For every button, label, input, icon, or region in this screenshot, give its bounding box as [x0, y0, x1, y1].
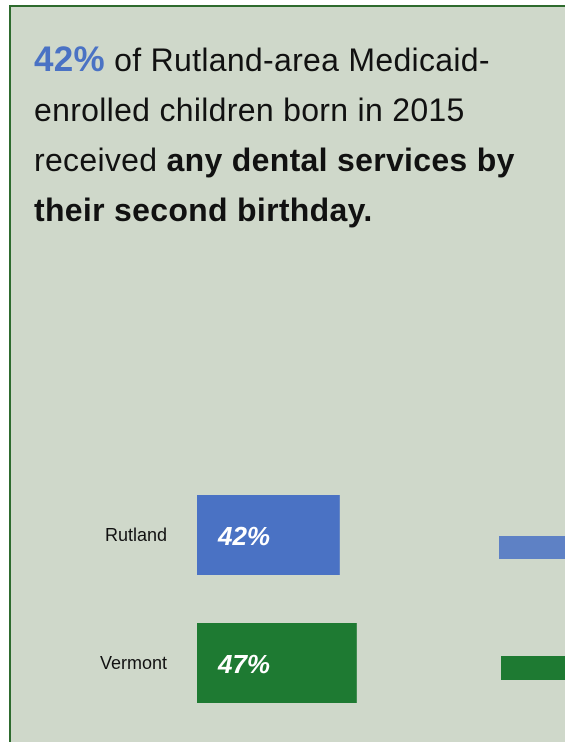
infographic-panel: 42% of Rutland-area Medicaid-enrolled ch… [9, 5, 565, 742]
edge-bar-vermont [501, 656, 565, 680]
category-label-rutland: Rutland [105, 525, 167, 545]
dental-services-bar-chart: Rutland 42% Vermont 47% [11, 7, 565, 742]
category-label-vermont: Vermont [100, 653, 167, 673]
value-label-vermont: 47% [217, 649, 270, 679]
value-label-rutland: 42% [217, 521, 270, 551]
edge-bar-rutland [499, 536, 565, 559]
